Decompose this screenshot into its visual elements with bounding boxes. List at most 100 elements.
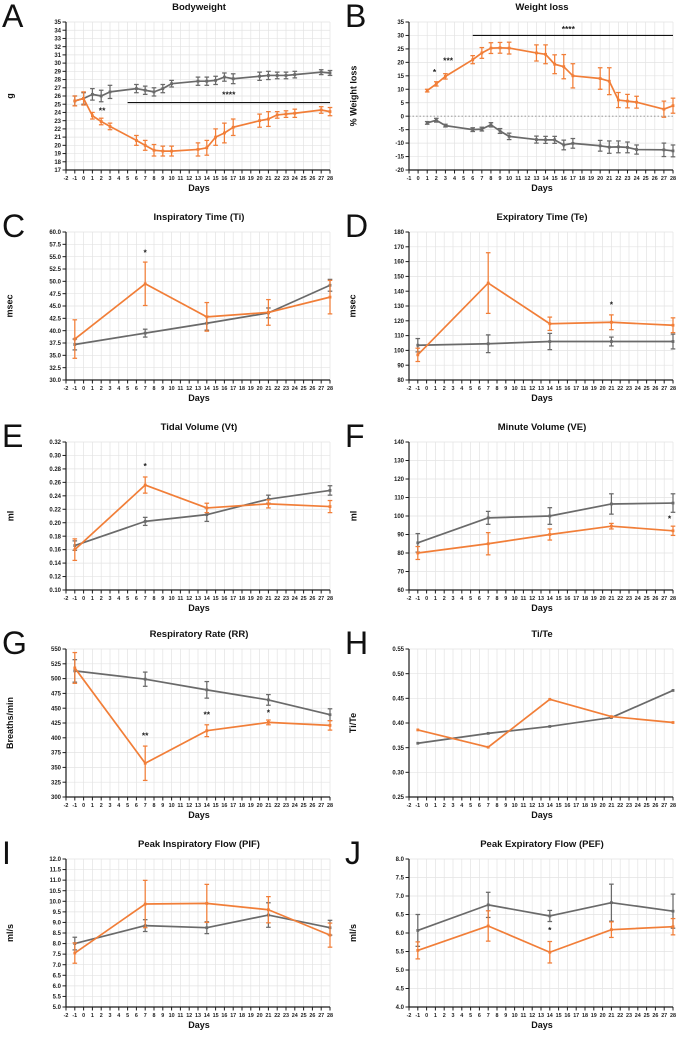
svg-text:25: 25 xyxy=(644,803,650,809)
svg-text:21: 21 xyxy=(265,176,271,182)
x-axis-label-a: Days xyxy=(188,183,210,193)
svg-text:20: 20 xyxy=(597,176,603,182)
svg-text:0.32: 0.32 xyxy=(49,440,61,446)
svg-text:5: 5 xyxy=(126,803,129,809)
svg-text:-2: -2 xyxy=(64,1013,69,1019)
svg-text:***: *** xyxy=(443,56,454,66)
svg-text:120: 120 xyxy=(394,319,405,325)
svg-text:12: 12 xyxy=(186,596,192,602)
svg-text:25: 25 xyxy=(301,596,307,602)
chart-canvas-e: 0.10 0.12 0.14 0.16 0.18 0.20 0.22 0.24 0.26 0.28… xyxy=(49,440,333,602)
svg-text:18: 18 xyxy=(582,1013,588,1019)
svg-text:11: 11 xyxy=(521,386,527,392)
svg-text:16: 16 xyxy=(564,803,570,809)
panel-a-bodyweight: A Bodyweight g 17 18 19 20 21 22 23 24 25 26 27 28 2… xyxy=(0,0,342,209)
svg-text:9.0: 9.0 xyxy=(53,921,62,927)
svg-text:6.5: 6.5 xyxy=(53,973,62,979)
svg-text:23: 23 xyxy=(626,386,632,392)
svg-text:4.5: 4.5 xyxy=(396,987,405,993)
svg-text:12: 12 xyxy=(529,596,535,602)
x-axis-label-g: Days xyxy=(188,810,210,820)
svg-text:5: 5 xyxy=(126,1013,129,1019)
chart-title-b: Weight loss xyxy=(515,2,569,13)
svg-text:17: 17 xyxy=(230,803,236,809)
svg-text:14: 14 xyxy=(547,803,553,809)
svg-text:8: 8 xyxy=(496,1013,499,1019)
svg-text:28: 28 xyxy=(670,803,676,809)
svg-text:0.40: 0.40 xyxy=(392,721,404,727)
svg-text:6: 6 xyxy=(471,176,474,182)
svg-text:18: 18 xyxy=(582,803,588,809)
svg-text:1: 1 xyxy=(434,803,437,809)
svg-text:*: * xyxy=(267,707,271,717)
svg-text:-15: -15 xyxy=(395,155,404,161)
x-axis-label-e: Days xyxy=(188,603,210,613)
svg-text:13: 13 xyxy=(538,1013,544,1019)
svg-text:3: 3 xyxy=(109,1013,112,1019)
svg-text:-1: -1 xyxy=(72,596,77,602)
svg-text:8: 8 xyxy=(153,803,156,809)
svg-text:22: 22 xyxy=(54,127,61,133)
svg-text:26: 26 xyxy=(652,803,658,809)
svg-text:80: 80 xyxy=(397,378,404,384)
svg-text:-2: -2 xyxy=(64,803,69,809)
svg-text:14: 14 xyxy=(547,1013,553,1019)
svg-text:0.26: 0.26 xyxy=(49,480,61,486)
svg-text:17: 17 xyxy=(573,1013,579,1019)
svg-text:24: 24 xyxy=(634,176,640,182)
svg-text:14: 14 xyxy=(543,176,549,182)
svg-text:17: 17 xyxy=(573,386,579,392)
x-axis-label-i: Days xyxy=(188,1020,210,1030)
svg-text:21: 21 xyxy=(265,386,271,392)
svg-text:25: 25 xyxy=(644,1013,650,1019)
svg-text:10.5: 10.5 xyxy=(49,889,61,895)
panel-label-h: H xyxy=(345,625,369,661)
svg-text:10: 10 xyxy=(512,1013,518,1019)
svg-text:4: 4 xyxy=(117,176,120,182)
svg-text:11.0: 11.0 xyxy=(50,878,62,884)
svg-text:26: 26 xyxy=(652,176,658,182)
svg-text:7.5: 7.5 xyxy=(53,952,62,958)
svg-text:19: 19 xyxy=(591,1013,597,1019)
svg-text:23: 23 xyxy=(626,596,632,602)
svg-text:100: 100 xyxy=(394,349,405,355)
svg-text:-1: -1 xyxy=(72,803,77,809)
svg-text:27: 27 xyxy=(318,1013,324,1019)
svg-text:21: 21 xyxy=(265,596,271,602)
svg-text:27: 27 xyxy=(318,596,324,602)
svg-text:13: 13 xyxy=(533,176,539,182)
svg-text:26: 26 xyxy=(54,94,61,100)
svg-text:0: 0 xyxy=(425,386,428,392)
svg-text:25: 25 xyxy=(643,176,649,182)
svg-text:25: 25 xyxy=(301,386,307,392)
svg-text:25: 25 xyxy=(301,176,307,182)
svg-text:0.16: 0.16 xyxy=(49,548,61,554)
svg-text:19: 19 xyxy=(248,803,254,809)
svg-text:35: 35 xyxy=(54,20,61,26)
svg-text:17: 17 xyxy=(570,176,576,182)
svg-text:11: 11 xyxy=(178,1013,184,1019)
svg-text:4: 4 xyxy=(117,803,120,809)
svg-text:20: 20 xyxy=(257,596,263,602)
svg-text:9: 9 xyxy=(161,1013,164,1019)
svg-text:-1: -1 xyxy=(72,176,77,182)
chart-canvas-h: 0.250.300.350.400.450.500.55-2 -1 0 1 2 3 4 5 6 7… xyxy=(392,647,676,809)
svg-text:130: 130 xyxy=(394,459,405,465)
svg-text:12: 12 xyxy=(186,1013,192,1019)
panel-label-b: B xyxy=(345,0,367,34)
svg-text:0: 0 xyxy=(82,803,85,809)
svg-text:26: 26 xyxy=(652,1013,658,1019)
svg-text:-10: -10 xyxy=(395,141,404,147)
svg-text:1: 1 xyxy=(434,386,437,392)
svg-text:6: 6 xyxy=(135,803,138,809)
svg-text:4: 4 xyxy=(460,803,463,809)
svg-text:20: 20 xyxy=(257,1013,263,1019)
svg-text:17: 17 xyxy=(230,386,236,392)
svg-text:24: 24 xyxy=(292,386,298,392)
svg-text:**: ** xyxy=(142,730,149,740)
svg-text:5.5: 5.5 xyxy=(396,950,405,956)
svg-text:11: 11 xyxy=(521,1013,527,1019)
svg-text:11: 11 xyxy=(178,596,184,602)
panel-e-tidal-volume: E Tidal Volume (Vt) ml 0.10 0.12 0.14 0.16 0… xyxy=(0,419,342,629)
svg-text:18: 18 xyxy=(579,176,585,182)
